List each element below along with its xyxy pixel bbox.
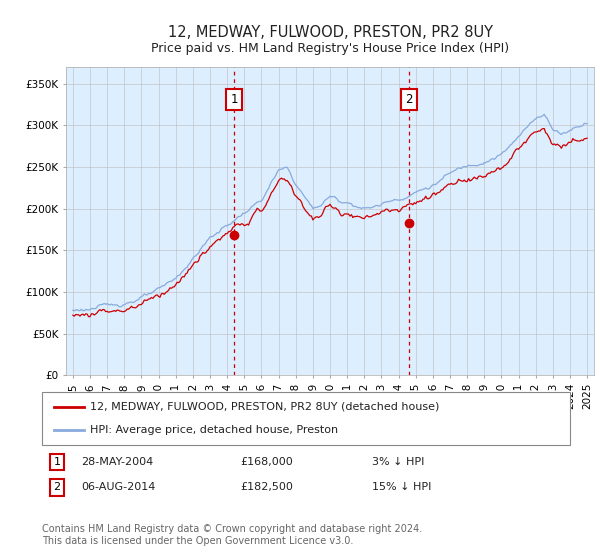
Text: 12, MEDWAY, FULWOOD, PRESTON, PR2 8UY (detached house): 12, MEDWAY, FULWOOD, PRESTON, PR2 8UY (d…: [90, 402, 439, 412]
Text: 1: 1: [53, 457, 61, 467]
Text: 3% ↓ HPI: 3% ↓ HPI: [372, 457, 424, 467]
Text: 28-MAY-2004: 28-MAY-2004: [81, 457, 153, 467]
Text: 06-AUG-2014: 06-AUG-2014: [81, 482, 155, 492]
Text: £168,000: £168,000: [240, 457, 293, 467]
Text: 15% ↓ HPI: 15% ↓ HPI: [372, 482, 431, 492]
Text: £182,500: £182,500: [240, 482, 293, 492]
Text: Contains HM Land Registry data © Crown copyright and database right 2024.
This d: Contains HM Land Registry data © Crown c…: [42, 524, 422, 546]
Text: 2: 2: [405, 93, 412, 106]
Text: HPI: Average price, detached house, Preston: HPI: Average price, detached house, Pres…: [90, 425, 338, 435]
Text: Price paid vs. HM Land Registry's House Price Index (HPI): Price paid vs. HM Land Registry's House …: [151, 42, 509, 55]
Text: 2: 2: [53, 482, 61, 492]
Text: 12, MEDWAY, FULWOOD, PRESTON, PR2 8UY: 12, MEDWAY, FULWOOD, PRESTON, PR2 8UY: [167, 25, 493, 40]
Text: 1: 1: [230, 93, 238, 106]
